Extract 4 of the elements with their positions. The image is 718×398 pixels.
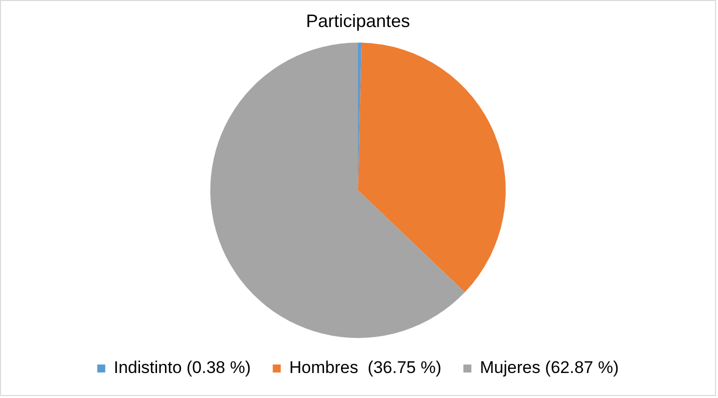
- legend-label: Hombres (36.75 %): [289, 358, 442, 378]
- chart-title: Participantes: [306, 10, 410, 31]
- legend-label: Mujeres (62.87 %): [480, 358, 619, 378]
- legend-label: Indistinto (0.38 %): [114, 358, 251, 378]
